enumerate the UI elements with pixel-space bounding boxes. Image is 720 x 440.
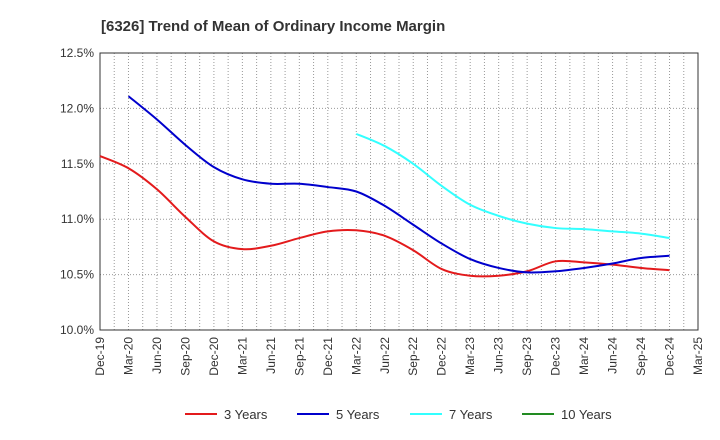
y-tick-label: 10.0% [60,323,94,337]
series-line-3-years [99,155,670,278]
x-tick-label: Mar-22 [349,337,363,375]
x-tick-label: Sep-23 [520,337,534,376]
y-tick-label: 12.5% [60,46,94,60]
x-tick-label: Dec-24 [663,337,677,376]
chart-title: [6326] Trend of Mean of Ordinary Income … [101,18,445,35]
x-tick-label: Jun-22 [378,337,392,374]
x-tick-label: Dec-23 [549,337,563,376]
x-axis: Dec-19 Mar-20 Jun-20 Sep-20 Dec-20 Mar-21 Jun-… [93,337,705,376]
series-line-5-years [127,95,670,274]
series-line-7-years [355,132,670,240]
grid [100,53,698,330]
y-tick-label: 11.0% [61,212,94,226]
legend-label: 3 Years [224,407,268,422]
x-tick-label: Mar-24 [577,337,591,375]
x-tick-label: Sep-22 [406,337,420,376]
y-tick-label: 12.0% [60,101,94,115]
x-tick-label: Jun-23 [492,337,506,374]
legend: 3 Years 5 Years 7 Years 10 Years [185,407,612,422]
x-tick-label: Jun-24 [606,337,620,374]
x-tick-label: Dec-21 [321,337,335,376]
x-tick-label: Mar-21 [235,337,249,375]
x-tick-label: Dec-22 [435,337,449,376]
x-tick-label: Jun-21 [264,337,278,374]
y-axis: 10.0% 10.5% 11.0% 11.5% 12.0% 12.5% [60,46,94,337]
legend-label: 5 Years [336,407,380,422]
x-tick-label: Dec-20 [207,337,221,376]
series-lines [99,95,670,278]
x-tick-label: Mar-20 [121,337,135,375]
plot-area-border [99,52,699,331]
y-tick-label: 11.5% [61,157,94,171]
x-tick-label: Dec-19 [93,337,107,376]
legend-label: 7 Years [449,407,493,422]
x-tick-label: Sep-21 [292,337,306,376]
x-tick-label: Jun-20 [150,337,164,374]
y-tick-label: 10.5% [60,268,94,282]
x-tick-label: Mar-25 [691,337,705,375]
legend-label: 10 Years [561,407,612,422]
x-tick-label: Sep-20 [178,337,192,376]
x-tick-label: Mar-23 [463,337,477,375]
x-tick-label: Sep-24 [634,337,648,376]
